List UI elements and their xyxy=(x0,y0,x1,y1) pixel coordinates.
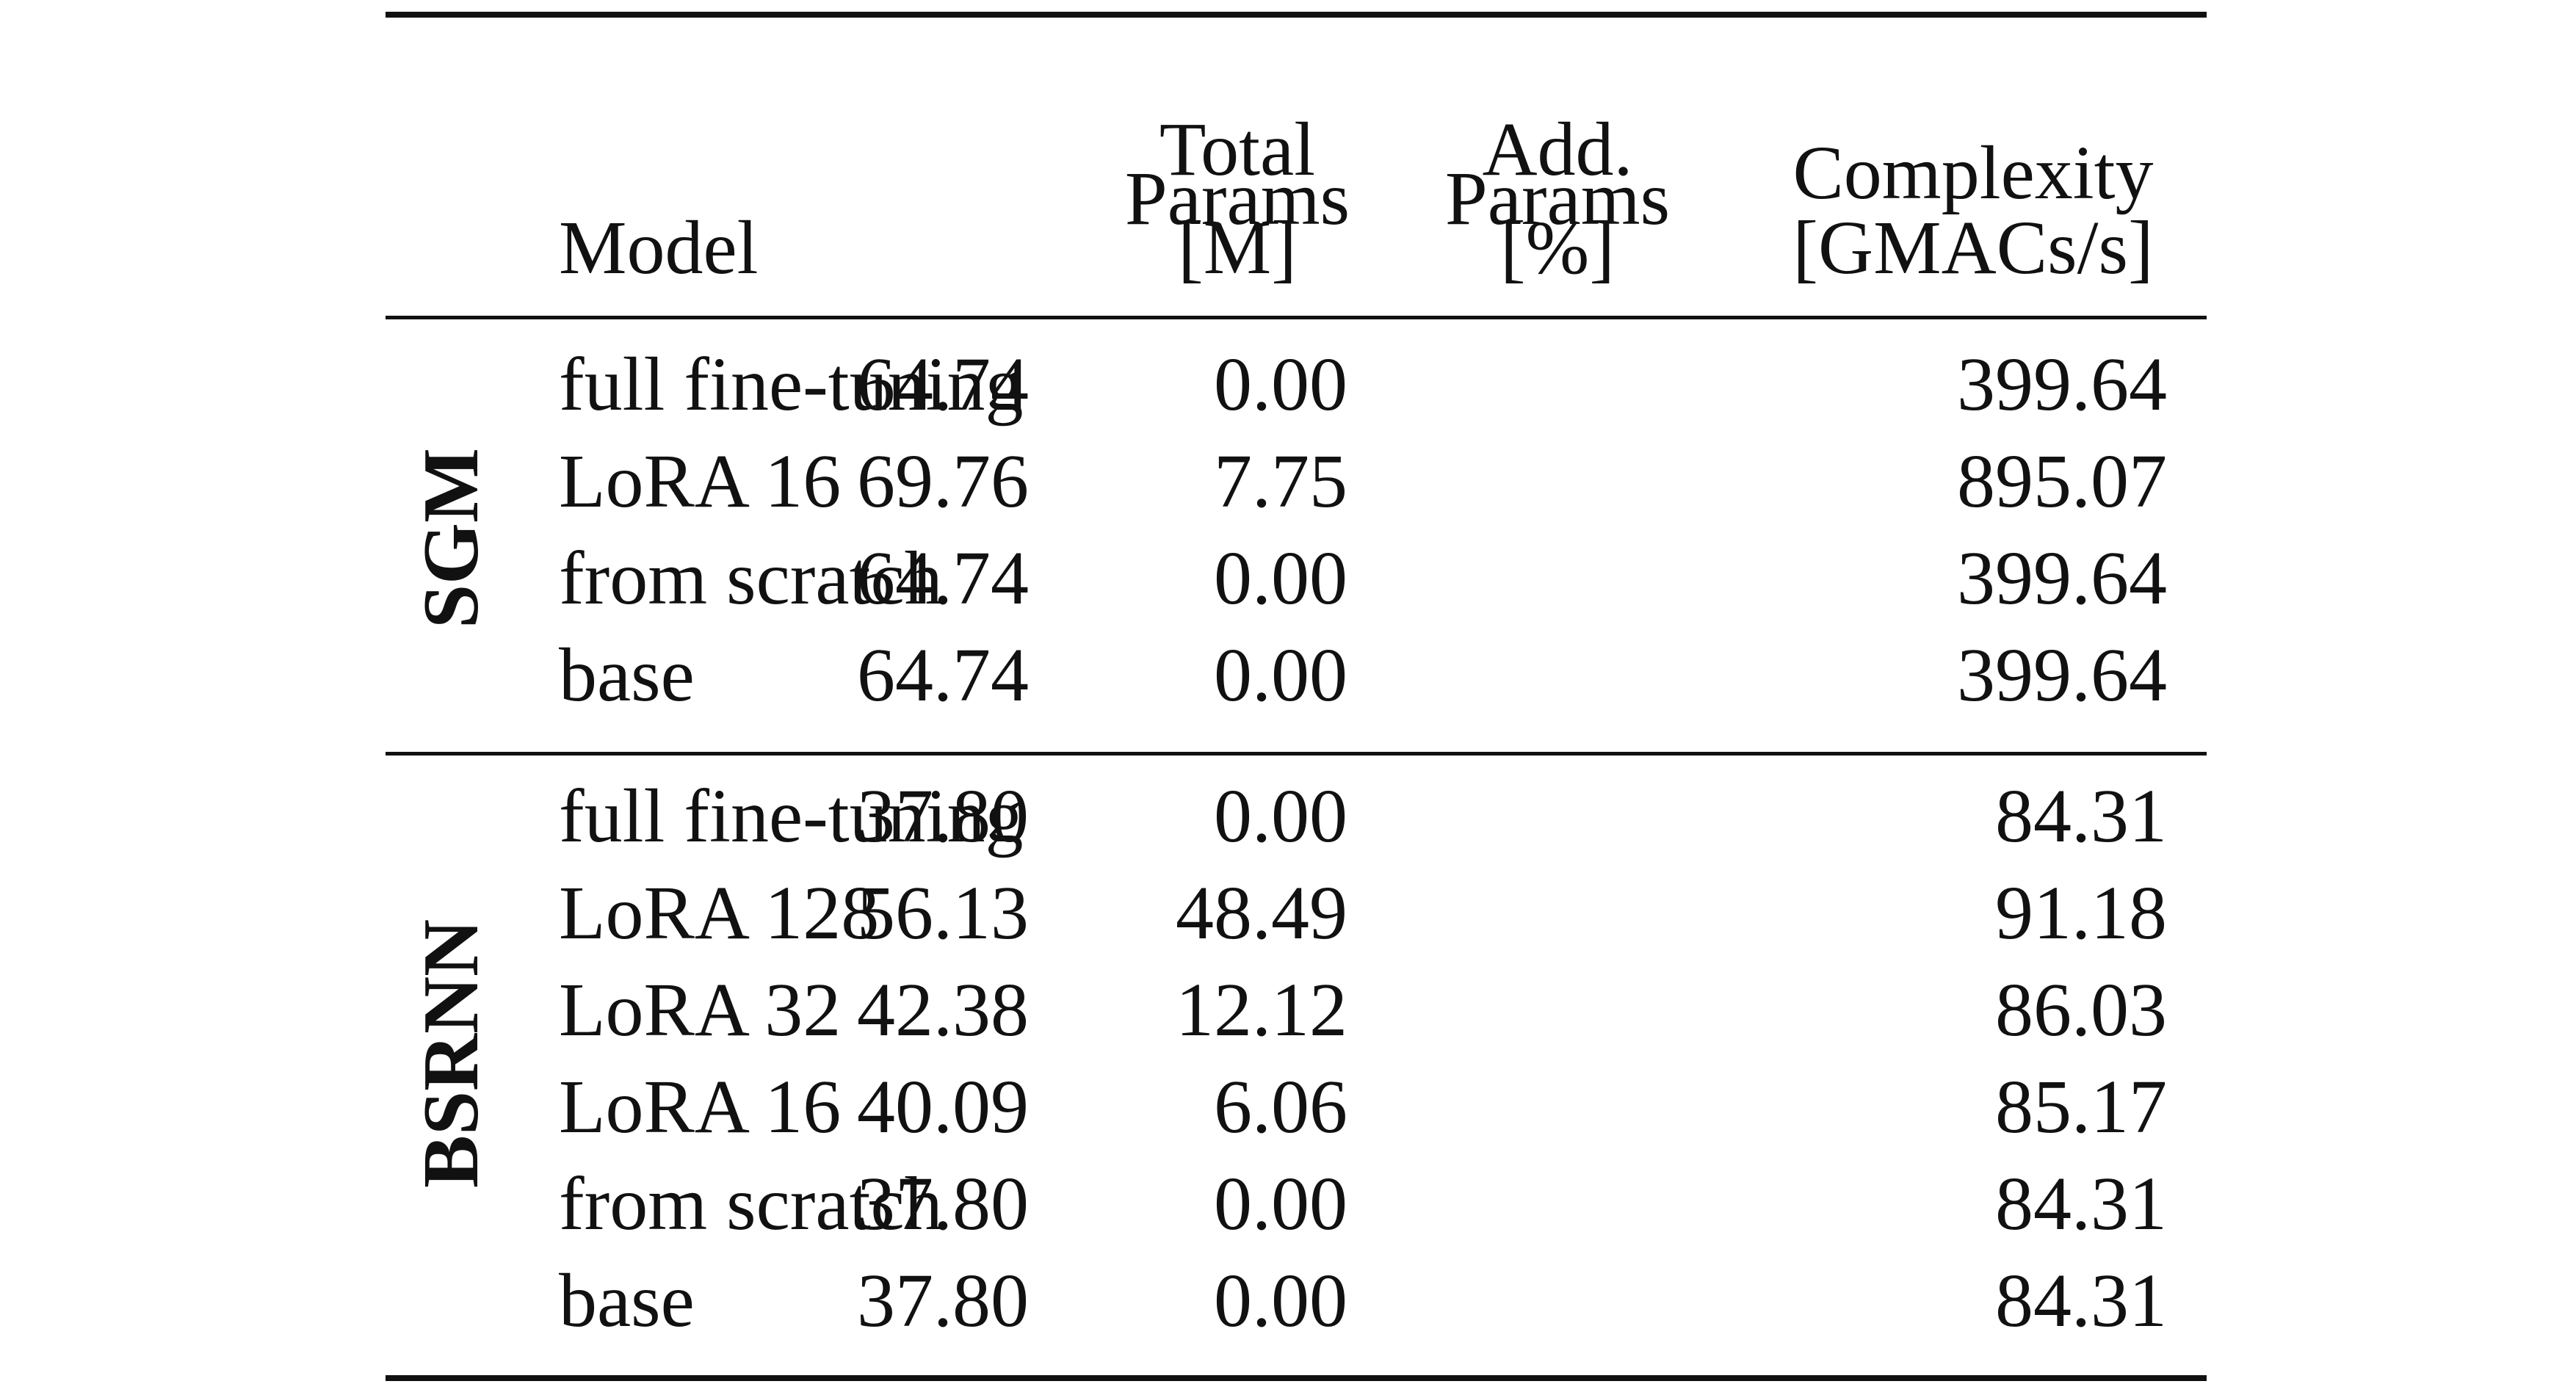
table-row-model: LoRA 32 xyxy=(559,968,842,1052)
bottom-rule xyxy=(386,1375,2207,1381)
table-cell-add: 0.00 xyxy=(1214,342,1347,427)
header-add-params-line3: [%] xyxy=(1500,206,1615,290)
table-cell-complexity: 84.31 xyxy=(1995,1258,2167,1343)
group-label-bsrnn: BSRNN xyxy=(408,918,495,1189)
table-cell-complexity: 91.18 xyxy=(1995,871,2167,955)
table-row-model: from scratch xyxy=(559,1162,943,1246)
table-row-model: full fine-tuning xyxy=(559,342,1024,427)
table-cell-total: 69.76 xyxy=(857,439,1029,523)
header-rule xyxy=(386,316,2207,319)
header-complexity-line2: [GMACs/s] xyxy=(1792,206,2154,290)
results-table: Model Total Params [M] Add. Params [%] C… xyxy=(386,12,2207,1383)
table-cell-total: 37.80 xyxy=(857,1162,1029,1246)
table-cell-total: 56.13 xyxy=(857,871,1029,955)
table-cell-add: 0.00 xyxy=(1214,1258,1347,1343)
table-cell-total: 64.74 xyxy=(857,536,1029,620)
table-cell-total: 64.74 xyxy=(857,342,1029,427)
header-total-params-line2: Params xyxy=(1124,156,1350,241)
table-row-model: base xyxy=(559,1258,695,1343)
table-cell-total: 37.80 xyxy=(857,774,1029,858)
table-row-model: LoRA 128 xyxy=(559,871,880,955)
table-row-model: from scratch xyxy=(559,536,943,620)
table-cell-add: 0.00 xyxy=(1214,1162,1347,1246)
group-rule xyxy=(386,752,2207,756)
top-rule xyxy=(386,12,2207,18)
header-add-params-line1: Add. xyxy=(1482,107,1633,192)
table-cell-complexity: 399.64 xyxy=(1957,633,2167,717)
table-cell-add: 12.12 xyxy=(1176,968,1347,1052)
table-cell-add: 0.00 xyxy=(1214,633,1347,717)
table-row-model: LoRA 16 xyxy=(559,439,842,523)
header-total-params-line3: [M] xyxy=(1178,206,1297,290)
table-cell-complexity: 86.03 xyxy=(1995,968,2167,1052)
table-row-model: base xyxy=(559,633,695,717)
table-cell-complexity: 85.17 xyxy=(1995,1065,2167,1149)
table-cell-total: 42.38 xyxy=(857,968,1029,1052)
header-add-params-line2: Params xyxy=(1444,156,1671,241)
table-cell-add: 6.06 xyxy=(1214,1065,1347,1149)
table-row-model: full fine-tuning xyxy=(559,774,1024,858)
table-cell-add: 0.00 xyxy=(1214,536,1347,620)
table-row-model: LoRA 16 xyxy=(559,1065,842,1149)
header-complexity-line1: Complexity xyxy=(1792,131,2154,215)
header-model: Model xyxy=(559,206,759,290)
table-cell-complexity: 84.31 xyxy=(1995,1162,2167,1246)
table-cell-complexity: 399.64 xyxy=(1957,536,2167,620)
table-cell-total: 40.09 xyxy=(857,1065,1029,1149)
table-cell-add: 0.00 xyxy=(1214,774,1347,858)
table-cell-total: 64.74 xyxy=(857,633,1029,717)
table-cell-total: 37.80 xyxy=(857,1258,1029,1343)
table-cell-complexity: 895.07 xyxy=(1957,439,2167,523)
table-cell-complexity: 84.31 xyxy=(1995,774,2167,858)
table-cell-add: 48.49 xyxy=(1176,871,1347,955)
table-cell-complexity: 399.64 xyxy=(1957,342,2167,427)
table-cell-add: 7.75 xyxy=(1214,439,1347,523)
header-total-params-line1: Total xyxy=(1159,107,1316,192)
group-label-sgm: SGM xyxy=(408,447,495,629)
